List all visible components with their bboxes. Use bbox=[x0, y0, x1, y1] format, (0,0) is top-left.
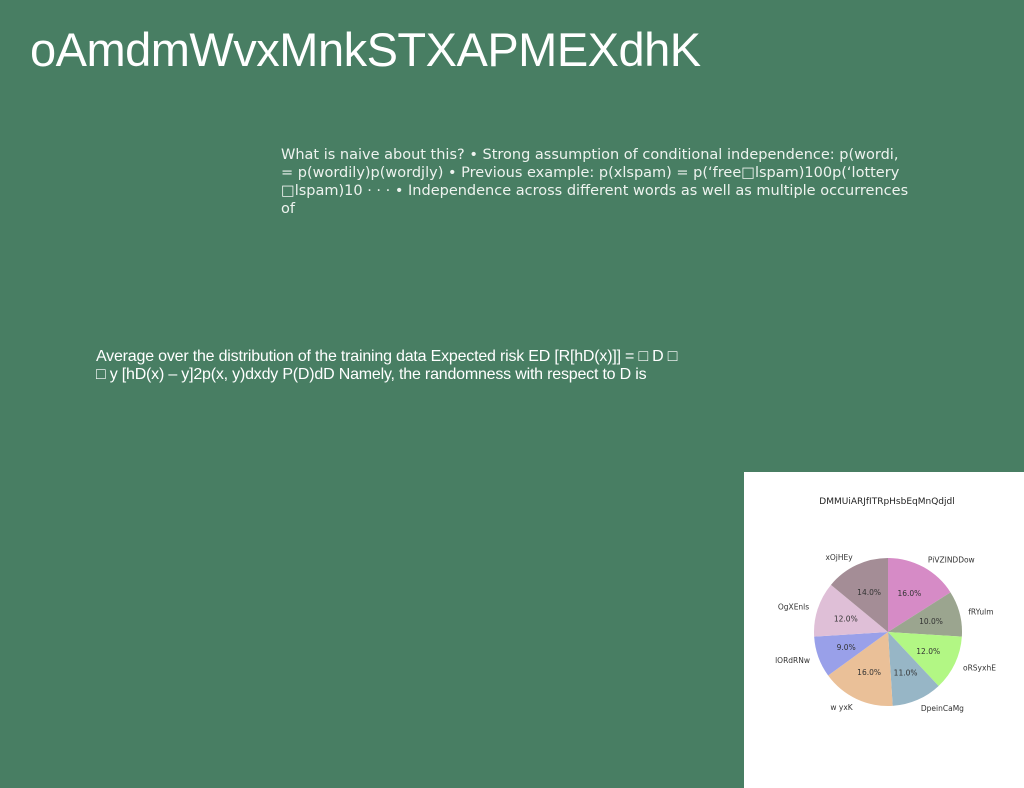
pie-slice-label: lORdRNw bbox=[775, 656, 810, 665]
pie-slice bbox=[814, 632, 888, 676]
pie-slices bbox=[814, 558, 962, 706]
pie-slice-label: oRSyxhE bbox=[963, 663, 996, 672]
pie-slice-percent: 12.0% bbox=[916, 647, 940, 656]
pie-chart: DMMUiARJfITRpHsbEqMnQdjdl 16.0% PiVZINDDo… bbox=[775, 497, 996, 713]
pie-slice-label: xOjHEy bbox=[825, 553, 853, 562]
pie-slice bbox=[888, 592, 962, 637]
pie-slice-label: PiVZINDDow bbox=[928, 555, 975, 564]
pie-slice-percent: 16.0% bbox=[857, 668, 881, 677]
pie-slice bbox=[888, 632, 939, 706]
body-text-expected-risk: Average over the distribution of the tra… bbox=[96, 348, 678, 383]
pie-slice-percent: 10.0% bbox=[919, 617, 943, 626]
pie-slice-percent: 12.0% bbox=[834, 614, 858, 623]
pie-slice bbox=[814, 584, 888, 637]
pie-slice-percent: 14.0% bbox=[857, 588, 881, 597]
slide-title: oAmdmWvxMnkSTXAPMEXdhK bbox=[30, 23, 701, 76]
body-text-naive-bayes: What is naive about this? • Strong assum… bbox=[281, 147, 909, 217]
pie-slice-percent: 16.0% bbox=[897, 589, 921, 598]
chart-title: DMMUiARJfITRpHsbEqMnQdjdl bbox=[819, 497, 954, 507]
pie-labels: 16.0% PiVZINDDow 10.0% fRYulm 12.0% oRSyxhE 11… bbox=[775, 553, 996, 713]
pie-slice-label: w yxK bbox=[830, 703, 853, 712]
pie-slice-label: DpeinCaMg bbox=[921, 704, 964, 713]
pie-slice-percent: 11.0% bbox=[894, 669, 918, 678]
pie-chart-panel: DMMUiARJfITRpHsbEqMnQdjdl 16.0% PiVZINDDo… bbox=[744, 472, 1024, 788]
pie-slice-percent: 9.0% bbox=[837, 643, 856, 652]
pie-slice-label: fRYulm bbox=[968, 607, 993, 616]
pie-slice bbox=[830, 558, 888, 632]
pie-slice bbox=[888, 632, 962, 686]
pie-slice-label: OgXEnls bbox=[778, 602, 809, 611]
pie-slice bbox=[888, 558, 951, 632]
pie-slice bbox=[828, 632, 893, 706]
